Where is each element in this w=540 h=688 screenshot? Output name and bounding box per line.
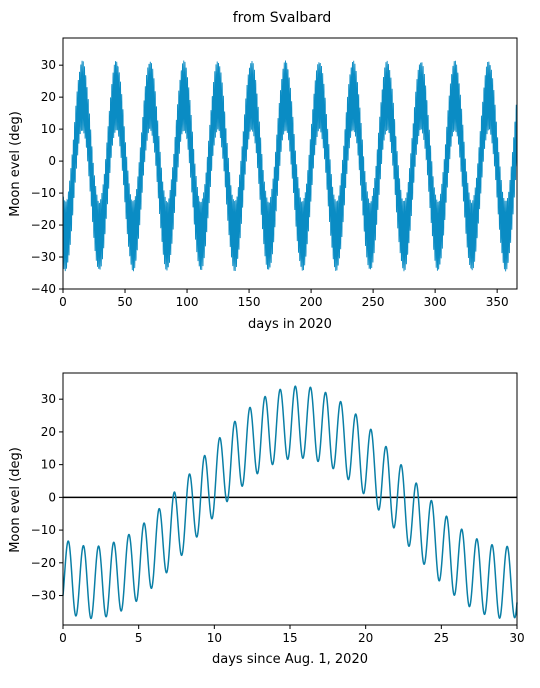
x-tick-label: 350 (486, 295, 509, 309)
y-tick-label: −10 (31, 186, 56, 200)
top-chart-x-label: days in 2020 (248, 317, 332, 332)
top-chart-y-label: Moon evel (deg) (8, 111, 23, 217)
top-chart: 0 50 100 150 200 250 300 350 −40 −30 −20 −10 0 10 20 3… (8, 37, 518, 332)
bottom-chart-frame (62, 372, 518, 626)
y-tick-label: −20 (31, 556, 56, 570)
y-tick-label: 10 (41, 458, 56, 472)
bottom-chart-series (62, 385, 518, 620)
y-tick-label: −30 (31, 589, 56, 603)
y-tick-label: 20 (41, 425, 56, 439)
x-tick-label: 5 (135, 631, 143, 645)
x-tick-label: 15 (282, 631, 297, 645)
y-tick-label: 20 (41, 90, 56, 104)
bottom-chart-x-ticks: 0 5 10 15 20 25 30 (59, 625, 525, 645)
x-tick-label: 250 (362, 295, 385, 309)
x-tick-label: 30 (509, 631, 524, 645)
top-chart-frame (62, 37, 518, 290)
y-tick-label: 30 (41, 392, 56, 406)
x-tick-label: 0 (59, 631, 67, 645)
x-tick-label: 20 (358, 631, 373, 645)
bottom-chart: 0 5 10 15 20 25 30 −30 −20 −10 0 10 20 30 days since… (8, 372, 525, 667)
y-tick-label: −20 (31, 218, 56, 232)
y-tick-label: 0 (48, 154, 56, 168)
x-tick-label: 10 (207, 631, 222, 645)
x-tick-label: 50 (117, 295, 132, 309)
x-tick-label: 200 (300, 295, 323, 309)
x-tick-label: 25 (434, 631, 449, 645)
y-tick-label: 10 (41, 122, 56, 136)
x-tick-label: 100 (176, 295, 199, 309)
y-tick-label: −30 (31, 250, 56, 264)
y-tick-label: −10 (31, 523, 56, 537)
series-line (62, 60, 518, 272)
figure-title: from Svalbard (233, 10, 332, 26)
y-tick-label: −40 (31, 282, 56, 296)
x-tick-label: 150 (238, 295, 261, 309)
top-chart-series (62, 60, 518, 272)
top-chart-x-ticks: 0 50 100 150 200 250 300 350 (59, 289, 509, 309)
bottom-chart-x-label: days since Aug. 1, 2020 (212, 652, 368, 667)
x-tick-label: 300 (424, 295, 447, 309)
bottom-chart-y-ticks: −30 −20 −10 0 10 20 30 (31, 392, 63, 603)
top-chart-y-ticks: −40 −30 −20 −10 0 10 20 30 (31, 58, 63, 296)
series-line (62, 385, 518, 620)
x-tick-label: 0 (59, 295, 67, 309)
bottom-chart-y-label: Moon evel (deg) (8, 447, 23, 553)
y-tick-label: 0 (48, 490, 56, 504)
y-tick-label: 30 (41, 58, 56, 72)
